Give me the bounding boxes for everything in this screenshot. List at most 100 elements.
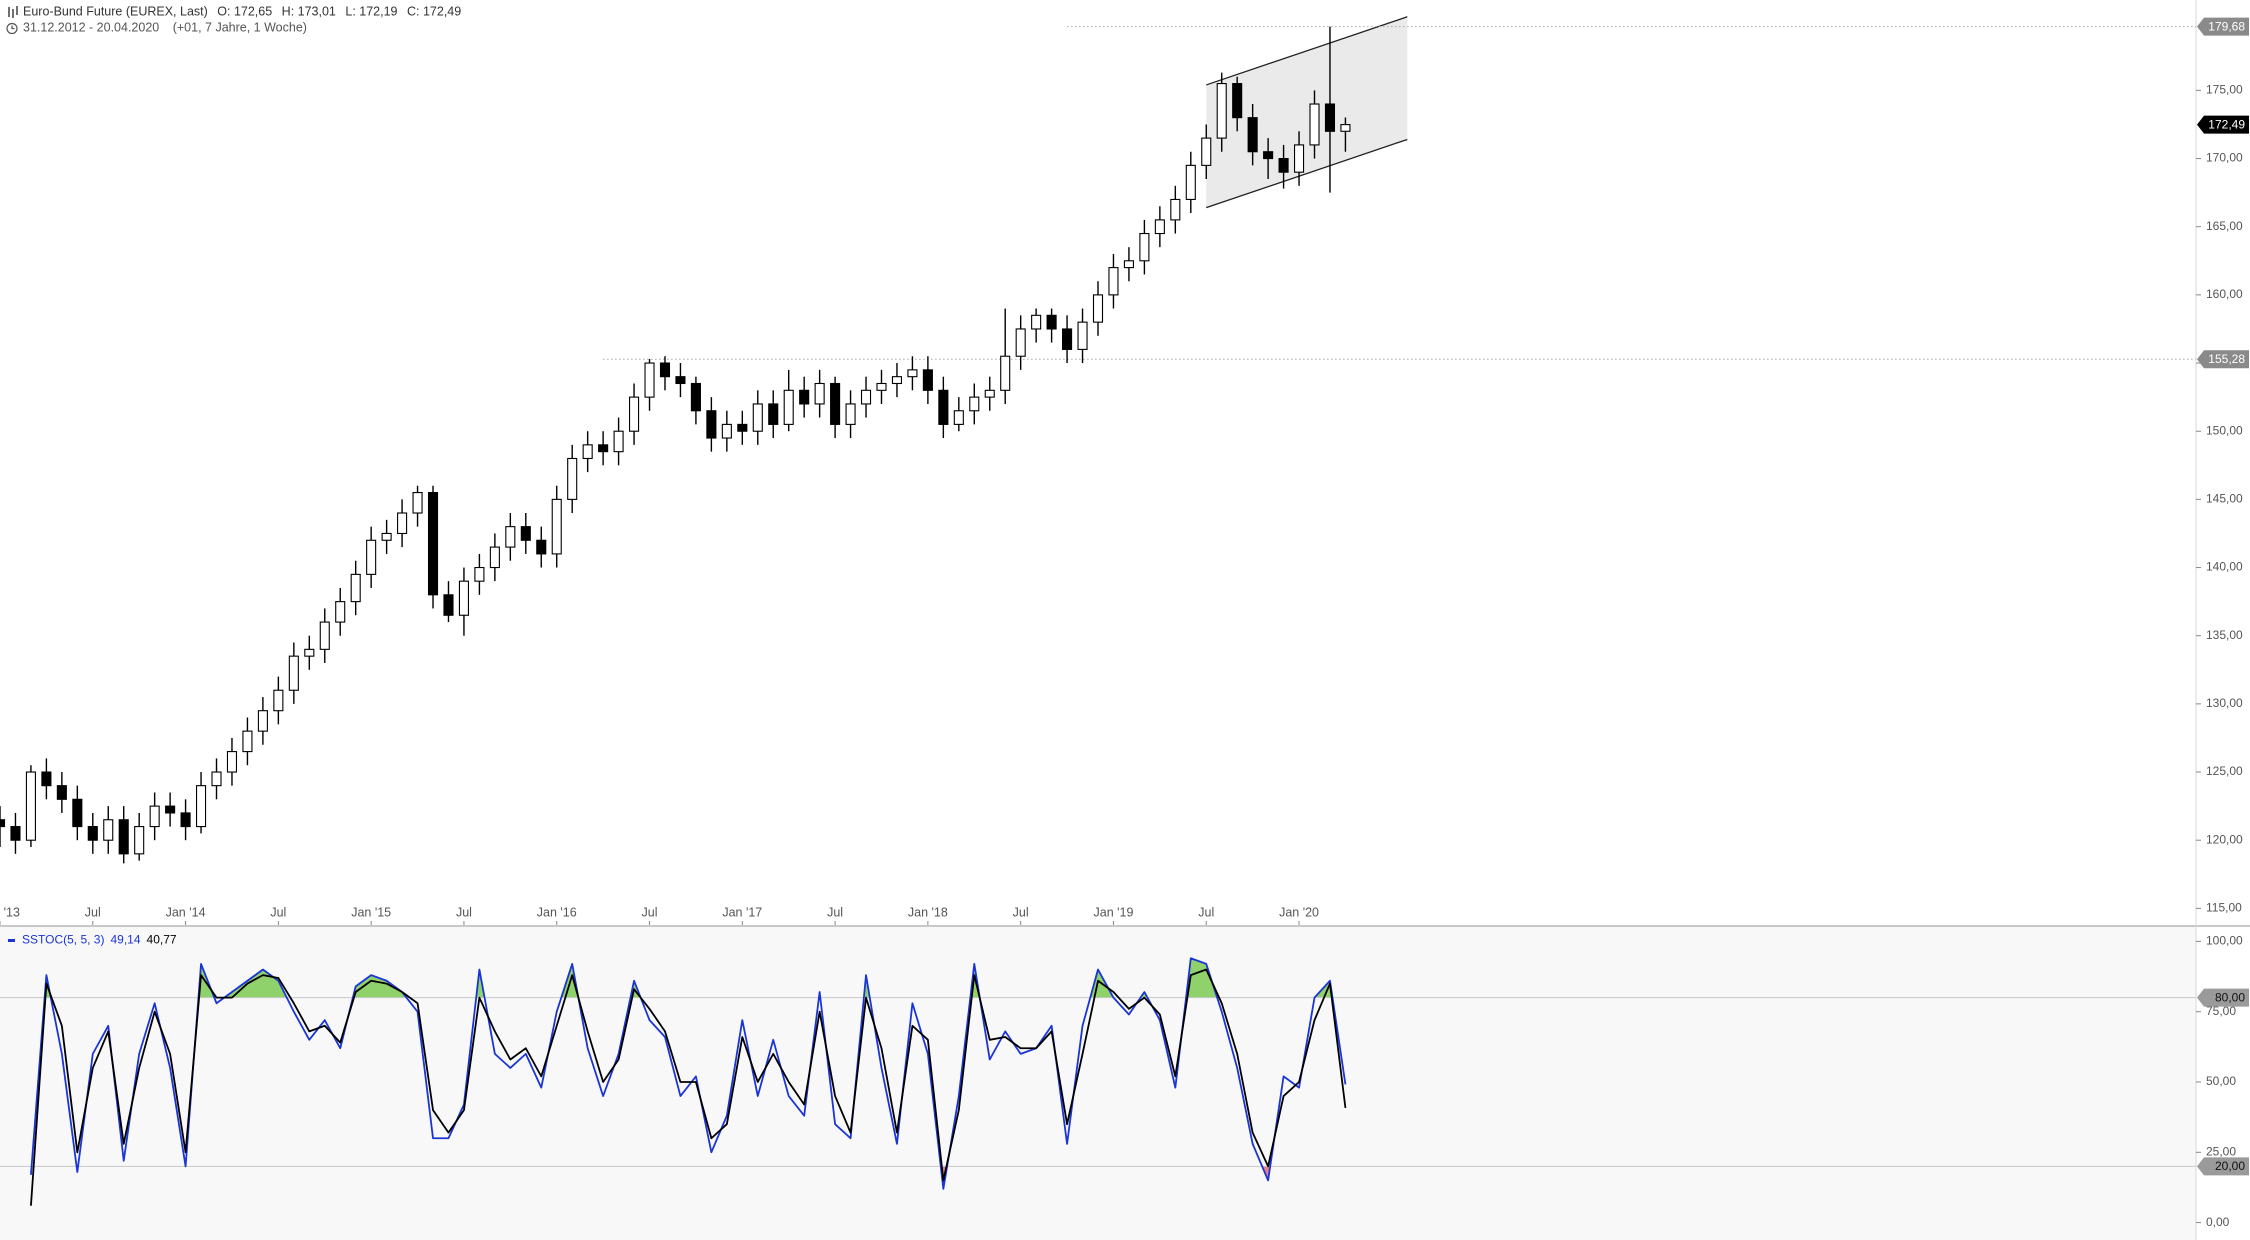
candle-body [659,362,671,378]
candle-body [907,369,918,378]
clock-icon [6,22,18,35]
candle-body [752,403,763,432]
candle-body [1139,232,1150,262]
candle-body [458,580,469,616]
candle-body [288,655,299,691]
channel-upper [1206,16,1408,86]
candle-body [799,389,810,405]
candle-body [0,819,6,828]
candle-body [938,389,949,425]
candle-body [984,389,995,398]
candle-body [273,689,284,712]
candle-body [582,444,593,460]
level-fill [44,958,1333,998]
candle-body [257,710,268,732]
candle-body [814,382,825,405]
candle-body [1247,117,1258,153]
candle-body [381,532,392,541]
y-tick-label: 25,00 [2206,1144,2236,1158]
candle-body [25,771,36,841]
candle-body [87,826,98,841]
y-tick-label: 170,00 [2206,151,2243,165]
legend-swatch [8,939,15,942]
candle-body [891,376,903,385]
candle-body [1062,328,1073,350]
ohlc-label: H: 173,01 [282,5,336,19]
candle-body [41,771,52,787]
trend-channel [1206,16,1408,208]
header: Euro-Bund Future (EUREX, Last) O: 172,65… [23,5,461,19]
y-tick-label: 100,00 [2206,934,2243,948]
y-tick-label: 140,00 [2206,560,2243,574]
candle-body [830,382,841,425]
candle-body [922,369,933,391]
candle-body [505,526,516,548]
y-tick-label: 145,00 [2206,492,2243,506]
legend-value: 40,77 [147,933,177,947]
ohlc-label: L: 172,19 [345,5,397,19]
candle-body [706,410,717,439]
candle-body [180,812,191,828]
x-tick-label: Jul [827,905,843,919]
date-range: 31.12.2012 - 20.04.2020 (+01, 7 Jahre, 1… [23,21,307,35]
candle-body [1216,83,1227,139]
candle-body [1077,321,1088,350]
candle-body [520,526,531,541]
y-tick-label: 120,00 [2206,832,2243,846]
candle-body [1108,267,1119,296]
candle-body [876,382,887,391]
y-tick-label: 165,00 [2206,219,2243,233]
subtitle-note: (+01, 7 Jahre, 1 Woche) [173,21,307,35]
candle-body [737,423,748,432]
price-badge-label: 155,28 [2208,352,2245,366]
candle-body [1201,137,1212,166]
legend-name: SSTOC(5, 5, 3) [22,933,104,947]
x-tick-label: Jan '15 [351,905,391,919]
stoch-line [30,968,1347,1206]
x-tick-label: Jan '17 [722,905,762,919]
candle-body [211,771,222,787]
candle-body [10,826,21,841]
candle-body [1232,83,1243,119]
x-tick-label: Jan '20 [1279,905,1319,919]
axes: 115,00 120,00 125,00 130,00 135,00 140,00 145,… [0,17,2249,1229]
price-badge-shape [2197,17,2249,36]
stoch-line [30,957,1347,1190]
y-tick-label: 130,00 [2206,696,2243,710]
candle-body [1263,151,1274,160]
candle-body [1000,355,1011,391]
level-badge-shape [2197,988,2249,1007]
legend-value: 49,14 [110,933,140,947]
candle-body [768,403,779,425]
candle-body [690,382,701,412]
candle-body [969,396,980,412]
candle-body [118,819,129,855]
last-price-badge-label: 172,49 [2208,117,2245,131]
level-badge-label: 80,00 [2215,990,2245,1004]
candle-body [397,512,408,535]
candle-body [536,539,547,555]
x-tick-label: Jan '19 [1094,905,1134,919]
legend: SSTOC(5, 5, 3) 49,14 40,77 [22,933,177,947]
candle-body [134,826,145,855]
y-tick-label: 175,00 [2206,83,2243,97]
y-tick-label: 50,00 [2206,1074,2236,1088]
y-tick-label: 150,00 [2206,423,2243,437]
x-tick-label: Jul [1013,905,1029,919]
candle-body [443,594,454,616]
candle-body [242,730,253,753]
x-tick-label: Jan '13 [0,905,20,919]
candle-body [953,410,964,425]
candle-body [1293,144,1305,173]
candle-body [103,819,114,841]
candle-body [72,798,83,828]
candle-body [1031,314,1042,330]
y-tick-label: 75,00 [2206,1004,2236,1018]
candle-body [551,498,562,555]
indicator-plot [0,957,2196,1206]
level-badge-label: 20,00 [2215,1159,2245,1173]
y-tick-label: 125,00 [2206,764,2243,778]
candle-body [675,376,686,385]
candle-body [489,546,500,569]
